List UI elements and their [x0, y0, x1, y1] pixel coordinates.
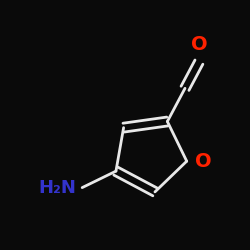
Text: H₂N: H₂N [38, 178, 76, 196]
Text: O: O [195, 152, 211, 171]
Text: O: O [190, 35, 207, 54]
